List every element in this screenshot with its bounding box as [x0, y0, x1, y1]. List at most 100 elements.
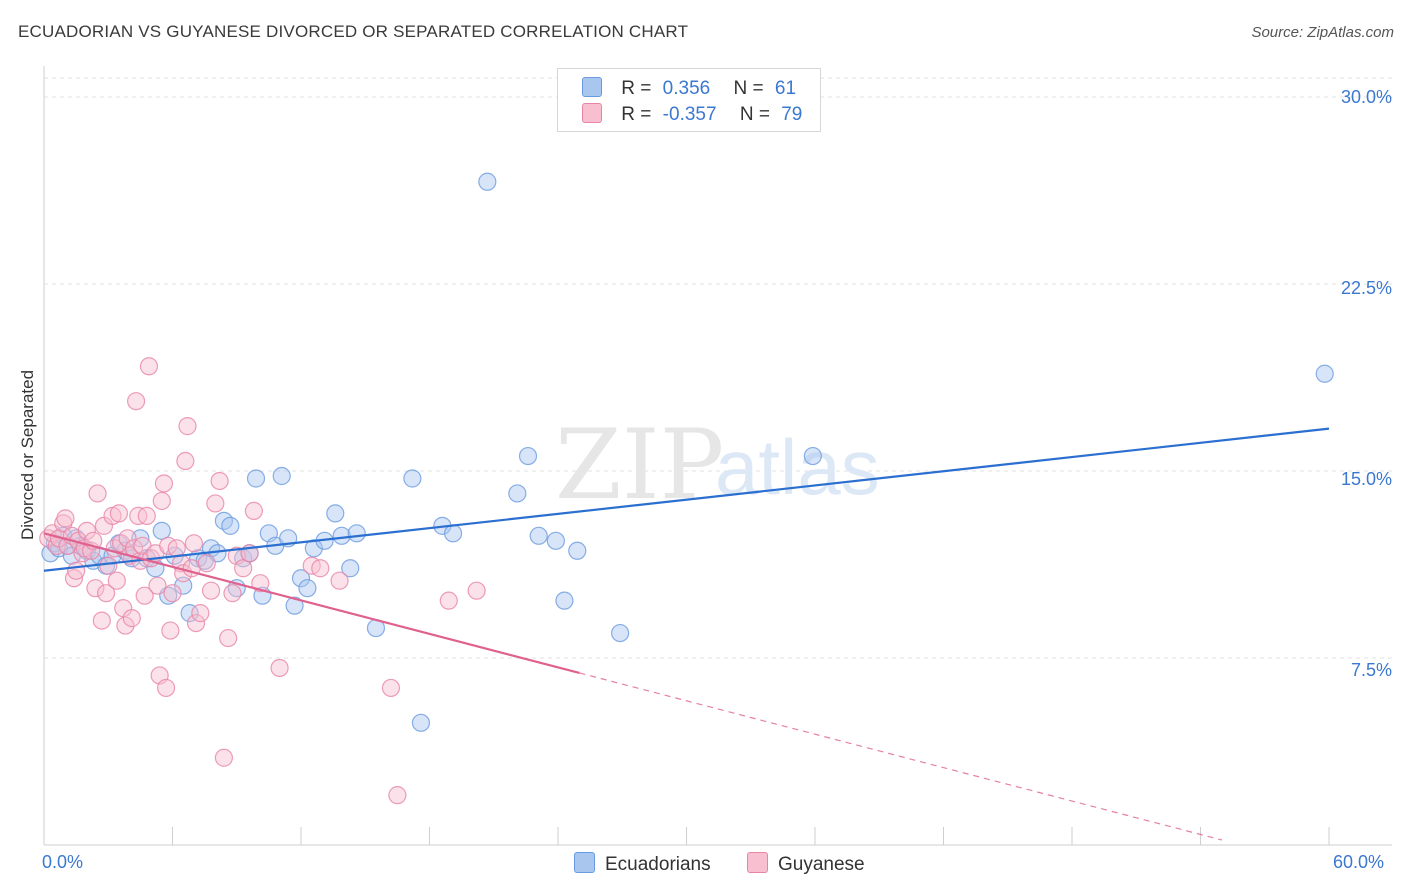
data-point-ecuadorians — [285, 596, 304, 615]
data-point-guyanese — [201, 581, 221, 600]
y-tick-label: 15.0% — [1340, 469, 1392, 489]
legend-n-label: N = — [733, 78, 764, 99]
data-point-guyanese — [56, 509, 75, 528]
data-point-guyanese — [122, 609, 141, 628]
data-point-ecuadorians — [555, 591, 574, 610]
chart-source: Source: ZipAtlas.com — [1251, 24, 1394, 41]
data-point-guyanese — [388, 786, 407, 805]
trend-line-ecuadorians — [43, 427, 1330, 572]
data-point-guyanese — [206, 494, 225, 513]
data-point-guyanese — [219, 628, 238, 648]
data-point-guyanese — [148, 576, 167, 595]
data-point-guyanese — [67, 561, 86, 580]
bottom-legend-guyanese: Guyanese — [747, 852, 865, 876]
legend-n-value: 79 — [781, 104, 803, 125]
trend-line-guyanese — [43, 532, 580, 675]
data-point-guyanese — [126, 392, 146, 411]
data-point-guyanese — [109, 504, 129, 523]
legend-swatch-guyanese — [582, 103, 602, 123]
data-point-ecuadorians — [152, 521, 171, 540]
data-point-guyanese — [381, 678, 401, 698]
data-point-guyanese — [467, 581, 486, 600]
y-tick-label: 30.0% — [1340, 87, 1392, 107]
bottom-legend-swatch-ecuadorians — [574, 852, 595, 873]
data-point-guyanese — [97, 584, 116, 603]
data-point-guyanese — [234, 559, 253, 578]
data-point-ecuadorians — [41, 544, 60, 563]
data-point-guyanese — [86, 579, 105, 598]
x-tick-label-max: 60.0% — [1333, 852, 1385, 872]
data-point-guyanese — [214, 748, 233, 767]
data-point-guyanese — [163, 584, 182, 603]
data-point-ecuadorians — [272, 466, 291, 486]
data-point-guyanese — [92, 611, 111, 630]
data-point-guyanese — [270, 658, 289, 678]
data-point-ecuadorians — [332, 526, 351, 545]
data-point-guyanese — [152, 491, 171, 511]
y-tick-label: 7.5% — [1350, 660, 1392, 680]
data-point-ecuadorians — [341, 559, 360, 578]
data-point-guyanese — [135, 586, 154, 605]
data-point-ecuadorians — [298, 579, 317, 598]
data-point-guyanese — [210, 471, 229, 491]
data-point-guyanese — [154, 474, 174, 493]
trend-lines — [43, 427, 1330, 841]
data-point-ecuadorians — [529, 526, 548, 545]
data-point-guyanese — [64, 569, 84, 588]
axes — [43, 66, 1392, 846]
data-point-guyanese — [167, 539, 186, 558]
y-axis-label: Divorced or Separated — [18, 369, 37, 541]
data-point-guyanese — [116, 616, 135, 635]
data-point-guyanese — [178, 417, 197, 436]
legend-swatch-ecuadorians — [582, 77, 602, 97]
data-point-guyanese — [99, 556, 118, 575]
y-tick-label: 22.5% — [1340, 278, 1392, 298]
legend-n-label: N = — [739, 104, 770, 125]
legend-n-value: 61 — [774, 78, 797, 99]
x-tick-label-min: 0.0% — [42, 852, 84, 872]
legend-row-guyanese: R = -0.357 N = 79 — [582, 103, 802, 125]
data-point-guyanese — [137, 506, 156, 525]
data-point-ecuadorians — [518, 446, 538, 466]
data-point-guyanese — [191, 604, 210, 623]
stats-legend: R = 0.356 N = 61 R = -0.357 N = 79 — [557, 68, 821, 132]
data-point-ecuadorians — [347, 524, 366, 543]
data-point-ecuadorians — [411, 713, 431, 732]
legend-r-label: R = — [621, 104, 652, 125]
bottom-legend-swatch-guyanese — [747, 852, 768, 873]
data-point-ecuadorians — [1315, 364, 1334, 383]
data-point-guyanese — [186, 613, 206, 633]
bottom-legend-ecuadorians: Ecuadorians — [574, 852, 711, 876]
data-point-ecuadorians — [180, 604, 199, 623]
data-point-ecuadorians — [568, 541, 587, 560]
data-point-guyanese — [107, 571, 126, 590]
data-point-guyanese — [223, 584, 242, 603]
data-point-ecuadorians — [478, 172, 497, 191]
data-point-ecuadorians — [221, 516, 240, 535]
watermark: ZIP atlas — [555, 409, 880, 521]
legend-row-ecuadorians: R = 0.356 N = 61 — [582, 77, 796, 99]
trend-line-dashed-guyanese — [579, 672, 1223, 841]
data-point-guyanese — [184, 534, 204, 553]
data-point-ecuadorians — [803, 446, 822, 466]
data-point-guyanese — [439, 591, 458, 610]
data-point-ecuadorians — [611, 623, 630, 643]
chart-title: ECUADORIAN VS GUYANESE DIVORCED OR SEPAR… — [18, 22, 689, 41]
bottom-legend-label: Ecuadorians — [605, 854, 711, 875]
data-point-guyanese — [244, 501, 263, 520]
data-point-guyanese — [88, 484, 107, 503]
data-point-guyanese — [197, 554, 216, 573]
data-point-guyanese — [251, 574, 270, 593]
data-point-ecuadorians — [326, 504, 345, 523]
data-point-guyanese — [311, 559, 330, 578]
data-points — [39, 172, 1334, 805]
data-point-ecuadorians — [291, 569, 311, 588]
data-point-guyanese — [118, 529, 137, 548]
data-point-ecuadorians — [546, 531, 565, 550]
data-point-guyanese — [139, 357, 159, 376]
data-point-ecuadorians — [174, 576, 193, 595]
data-point-guyanese — [161, 621, 180, 640]
legend-r-value: 0.356 — [662, 78, 711, 99]
data-point-guyanese — [77, 521, 96, 540]
